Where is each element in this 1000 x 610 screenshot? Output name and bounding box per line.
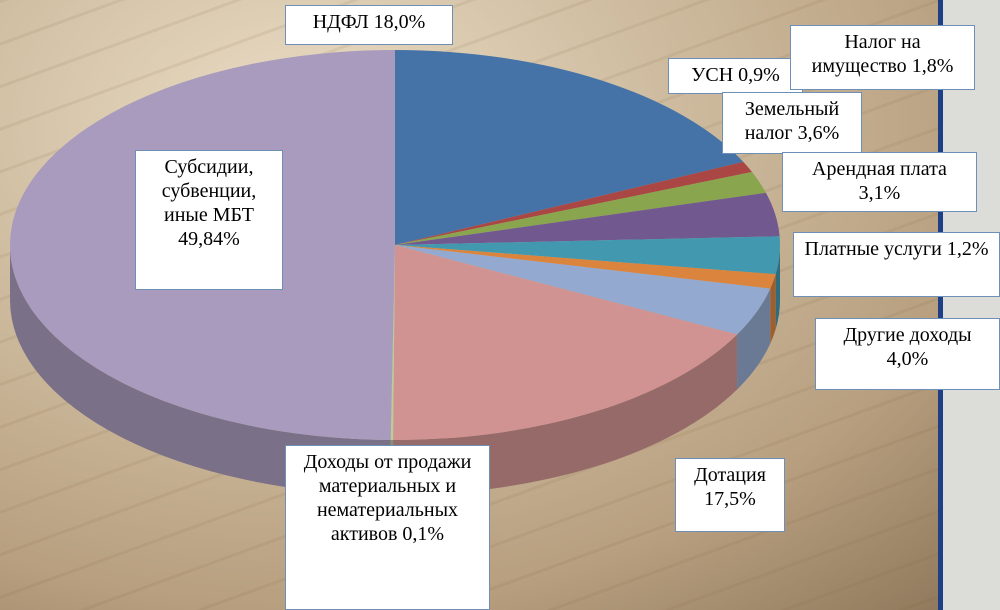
slice — [395, 192, 780, 245]
data-label: Налог на имущество 1,8% — [790, 25, 975, 90]
label-name: Платные услуги — [804, 238, 942, 260]
label-value: 17,5% — [704, 488, 756, 510]
label-value: 3,1% — [858, 182, 901, 204]
label-name: Дотация — [694, 464, 766, 486]
label-name: Арендная плата — [812, 158, 947, 180]
label-name: НДФЛ — [312, 11, 369, 33]
label-value: 3,6% — [797, 122, 840, 144]
label-name: Доходы от продажи материальных и нематер… — [303, 451, 472, 545]
slice — [395, 236, 780, 275]
slice — [395, 161, 752, 245]
label-value: 4,0% — [886, 348, 929, 370]
slice — [395, 245, 771, 335]
label-name: Земельный налог — [744, 98, 840, 144]
slice-side — [775, 245, 780, 330]
label-value: 1,8% — [911, 55, 954, 77]
label-name: Налог на имущество — [811, 31, 921, 77]
label-name: Субсидии, субвенции, иные МБТ — [161, 156, 257, 226]
label-value: 49,84% — [178, 228, 240, 250]
data-label: Дотация 17,5% — [675, 458, 785, 532]
label-value: 18,0% — [373, 11, 426, 33]
data-label: НДФЛ 18,0% — [285, 5, 453, 45]
label-value: 0,1% — [402, 523, 445, 545]
data-label: Другие доходы 4,0% — [815, 318, 1000, 390]
data-label: Субсидии, субвенции, иные МБТ 49,84% — [135, 150, 283, 290]
label-name: УСН — [691, 64, 734, 86]
data-label: УСН 0,9% — [668, 58, 803, 94]
label-value: 1,2% — [946, 238, 989, 260]
slice — [390, 245, 395, 440]
slice-side — [737, 288, 771, 390]
slice — [395, 245, 776, 289]
label-name: Другие доходы — [843, 324, 972, 346]
slice — [393, 245, 738, 440]
data-label: Доходы от продажи материальных и нематер… — [285, 445, 490, 610]
slice — [395, 50, 744, 245]
label-value: 0,9% — [738, 64, 780, 86]
data-label: Арендная плата 3,1% — [782, 152, 977, 212]
slice — [395, 171, 766, 245]
data-label: Платные услуги 1,2% — [793, 232, 1000, 297]
slice-side — [770, 274, 776, 344]
data-label: Земельный налог 3,6% — [722, 92, 862, 154]
